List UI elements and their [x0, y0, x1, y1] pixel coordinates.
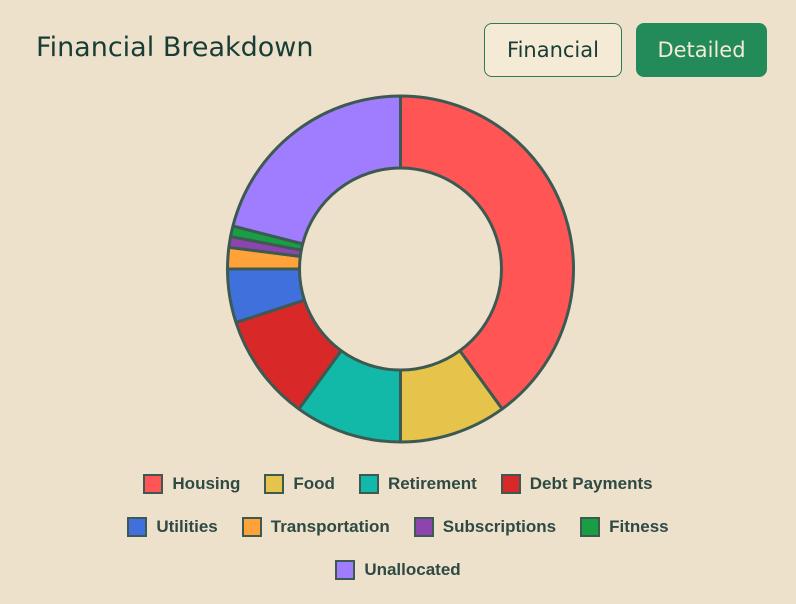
legend-item-debt-payments[interactable]: Debt Payments [500, 473, 653, 494]
legend-swatch [264, 473, 285, 494]
legend-label: Retirement [387, 473, 477, 493]
legend-swatch [500, 473, 521, 494]
legend-label: Unallocated [364, 559, 461, 579]
legend-label: Food [293, 473, 335, 493]
legend-item-transportation[interactable]: Transportation [241, 516, 390, 537]
legend-label: Utilities [156, 516, 218, 536]
legend-item-subscriptions[interactable]: Subscriptions [413, 516, 557, 537]
legend-swatch [413, 516, 434, 537]
legend-swatch [127, 516, 148, 537]
legend-item-food[interactable]: Food [264, 473, 335, 494]
legend-swatch [335, 559, 356, 580]
legend-label: Fitness [609, 516, 669, 536]
legend-item-unallocated[interactable]: Unallocated [335, 559, 461, 580]
legend-swatch [358, 473, 379, 494]
legend-item-fitness[interactable]: Fitness [580, 516, 669, 537]
legend-row-2: Utilities Transportation Subscriptions Fitn… [0, 505, 796, 548]
legend-row-1: Housing Food Retirement Debt Payments [0, 462, 796, 505]
legend-swatch [241, 516, 262, 537]
detailed-view-button[interactable]: Detailed [636, 23, 767, 77]
financial-view-button[interactable]: Financial [484, 23, 622, 77]
slice-unallocated[interactable] [231, 94, 402, 246]
legend-row-3: Unallocated [0, 548, 796, 591]
chart-legend: Housing Food Retirement Debt Payments Utili… [0, 462, 796, 591]
legend-label: Subscriptions [442, 516, 557, 536]
chart-title: Financial Breakdown [36, 32, 314, 63]
legend-label: Housing [172, 473, 241, 493]
slice-housing[interactable] [399, 94, 575, 411]
legend-item-housing[interactable]: Housing [143, 473, 241, 494]
legend-item-retirement[interactable]: Retirement [358, 473, 477, 494]
legend-label: Transportation [270, 516, 390, 536]
legend-label: Debt Payments [529, 473, 653, 493]
legend-swatch [580, 516, 601, 537]
legend-swatch [143, 473, 164, 494]
legend-item-utilities[interactable]: Utilities [127, 516, 218, 537]
